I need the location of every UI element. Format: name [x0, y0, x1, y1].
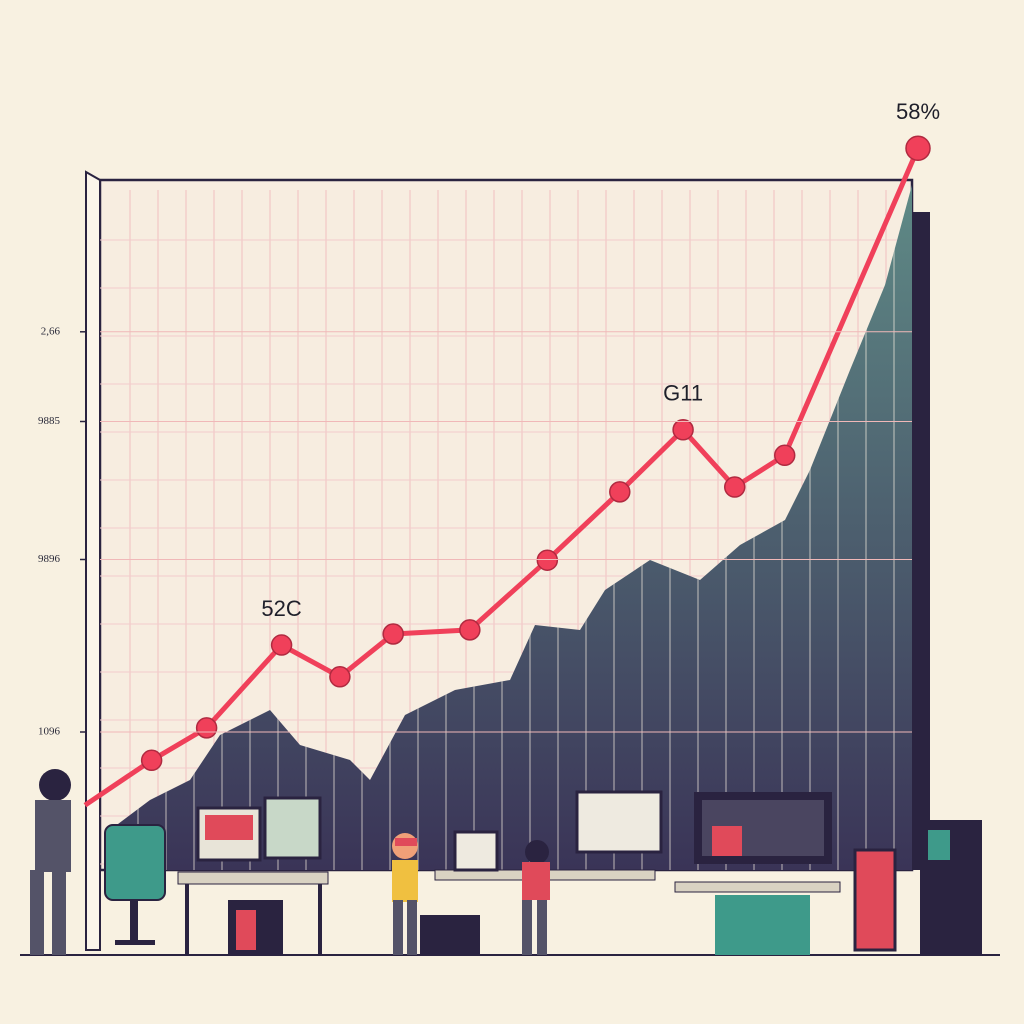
point — [382, 623, 404, 645]
point — [609, 481, 631, 503]
point — [905, 135, 931, 162]
y-tick-label: 9885 — [38, 415, 61, 427]
point — [459, 619, 481, 641]
area-stripes — [110, 185, 912, 870]
series — [83, 135, 931, 808]
scene — [30, 769, 982, 955]
point — [195, 717, 218, 739]
frame-side — [85, 170, 101, 951]
point — [723, 476, 746, 498]
point — [140, 749, 163, 772]
frame-right — [912, 212, 930, 870]
point — [773, 444, 796, 467]
point — [329, 666, 351, 688]
point — [536, 549, 559, 571]
point — [270, 634, 293, 656]
annotation: 52C — [261, 596, 301, 621]
y-tick-label: 1096 — [38, 726, 61, 738]
point — [672, 419, 694, 441]
annotation: G11 — [663, 381, 703, 406]
y-tick-label: 2,66 — [41, 325, 61, 337]
y-tick-label: 9896 — [38, 553, 61, 565]
annotation: 58% — [896, 99, 940, 124]
